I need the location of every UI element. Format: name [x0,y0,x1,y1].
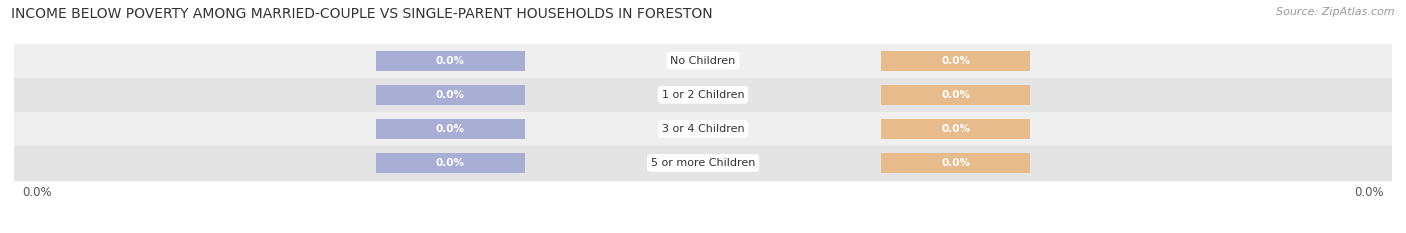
Text: 0.0%: 0.0% [941,158,970,168]
Text: 1 or 2 Children: 1 or 2 Children [662,90,744,100]
Bar [882,51,1031,71]
Bar [882,85,1031,105]
Bar [375,85,524,105]
Bar [14,146,1392,180]
Text: 0.0%: 0.0% [941,124,970,134]
Text: 3 or 4 Children: 3 or 4 Children [662,124,744,134]
Text: 0.0%: 0.0% [941,90,970,100]
Text: 0.0%: 0.0% [436,56,465,66]
Bar [14,112,1392,146]
Text: Source: ZipAtlas.com: Source: ZipAtlas.com [1277,7,1395,17]
Text: No Children: No Children [671,56,735,66]
Bar [14,78,1392,112]
Text: INCOME BELOW POVERTY AMONG MARRIED-COUPLE VS SINGLE-PARENT HOUSEHOLDS IN FORESTO: INCOME BELOW POVERTY AMONG MARRIED-COUPL… [11,7,713,21]
Text: 0.0%: 0.0% [436,90,465,100]
Bar [882,119,1031,139]
Bar [375,51,524,71]
Bar [14,44,1392,78]
Text: 0.0%: 0.0% [436,124,465,134]
Bar [375,119,524,139]
Bar [882,153,1031,173]
Text: 0.0%: 0.0% [941,56,970,66]
Text: 5 or more Children: 5 or more Children [651,158,755,168]
Bar [375,153,524,173]
Text: 0.0%: 0.0% [436,158,465,168]
